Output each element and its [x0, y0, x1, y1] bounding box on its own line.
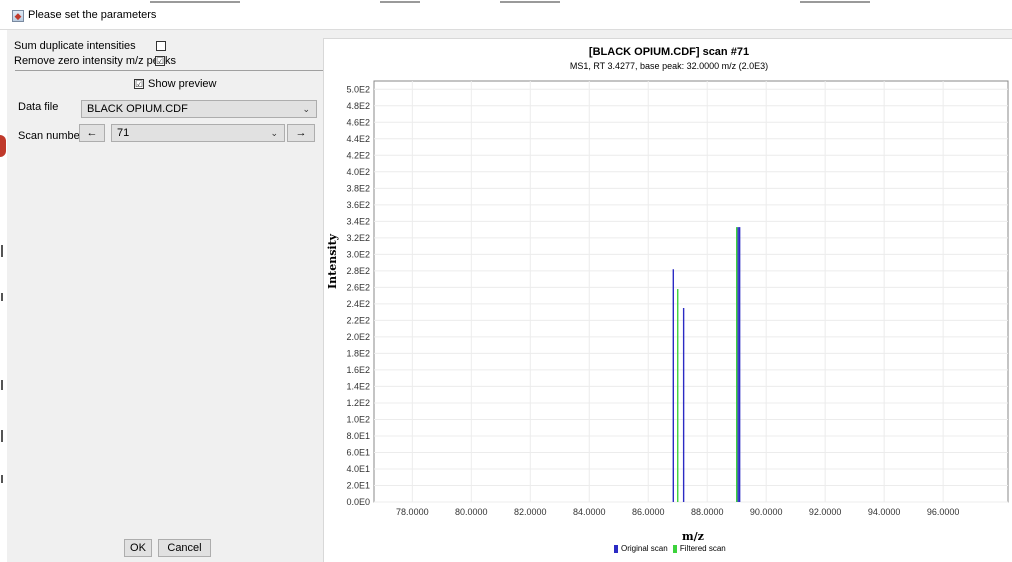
legend-swatch-original: [614, 544, 618, 553]
y-tick-label: 5.0E2: [346, 84, 370, 94]
x-tick-label: 88.0000: [691, 507, 724, 517]
sum-duplicate-label: Sum duplicate intensities: [14, 40, 136, 52]
show-preview-label: Show preview: [148, 78, 217, 90]
y-tick-label: 3.0E2: [346, 249, 370, 259]
x-tick-label: 82.0000: [514, 507, 547, 517]
window-titlebar: ◆ Please set the parameters: [0, 0, 1012, 30]
x-tick-label: 84.0000: [573, 507, 606, 517]
remove-zero-checkbox[interactable]: ☑: [155, 56, 165, 66]
show-preview-checkbox[interactable]: ☑: [134, 79, 144, 90]
separator: [15, 70, 323, 71]
spectrum-chart: [BLACK OPIUM.CDF] scan #71 MS1, RT 3.427…: [323, 38, 1012, 562]
legend-label-filtered: Filtered scan: [679, 544, 726, 553]
chevron-down-icon: ⌄: [270, 128, 278, 138]
y-tick-label: 3.2E2: [346, 233, 370, 243]
data-file-label: Data file: [18, 101, 59, 113]
chart-subtitle: MS1, RT 3.4277, base peak: 32.0000 m/z (…: [569, 61, 769, 71]
x-axis-label: m/z: [682, 530, 704, 543]
y-tick-label: 4.2E2: [346, 150, 370, 160]
y-tick-label: 0.0E0: [346, 497, 370, 507]
window-title: Please set the parameters: [28, 9, 157, 21]
x-tick-label: 92.0000: [809, 507, 842, 517]
x-tick-label: 94.0000: [868, 507, 901, 517]
scan-number-label: Scan number: [18, 130, 84, 142]
y-tick-label: 4.0E2: [346, 167, 370, 177]
x-tick-label: 78.0000: [396, 507, 429, 517]
chart-title: [BLACK OPIUM.CDF] scan #71: [588, 46, 750, 58]
x-tick-label: 86.0000: [632, 507, 665, 517]
remove-zero-label: Remove zero intensity m/z peaks: [14, 55, 177, 67]
legend-label-original: Original scan: [621, 544, 668, 553]
y-tick-label: 2.8E2: [346, 266, 370, 276]
sum-duplicate-checkbox[interactable]: [156, 41, 166, 51]
y-tick-label: 8.0E1: [346, 431, 370, 441]
y-tick-label: 1.6E2: [346, 365, 370, 375]
y-tick-label: 1.0E2: [346, 414, 370, 424]
chevron-down-icon: ⌄: [302, 104, 310, 114]
x-tick-label: 90.0000: [750, 507, 783, 517]
show-preview-toggle[interactable]: ☑ Show preview: [134, 78, 216, 90]
y-tick-label: 1.2E2: [346, 398, 370, 408]
y-tick-label: 4.6E2: [346, 117, 370, 127]
background-red-mark: [0, 135, 6, 157]
y-tick-label: 2.4E2: [346, 299, 370, 309]
chart-legend: Original scan Filtered scan: [614, 544, 726, 553]
y-tick-label: 3.4E2: [346, 216, 370, 226]
background-window-edge: [0, 30, 7, 562]
y-tick-label: 2.0E2: [346, 332, 370, 342]
y-tick-label: 1.8E2: [346, 348, 370, 358]
y-tick-label: 2.6E2: [346, 282, 370, 292]
y-tick-label: 4.4E2: [346, 134, 370, 144]
app-icon: ◆: [12, 10, 24, 22]
y-tick-label: 6.0E1: [346, 447, 370, 457]
y-tick-label: 1.4E2: [346, 381, 370, 391]
ok-button[interactable]: OK: [124, 539, 152, 557]
y-tick-label: 3.6E2: [346, 200, 370, 210]
y-tick-label: 2.2E2: [346, 315, 370, 325]
background-window-strip: [0, 0, 1012, 4]
plot-svg: 0.0E0 2.0E1 4.0E1 6.0E1 8.0E1 1.0E2 1.2E2 1.4E2…: [346, 80, 1009, 517]
cancel-button[interactable]: Cancel: [158, 539, 211, 557]
x-tick-label: 96.0000: [927, 507, 960, 517]
y-tick-label: 4.0E1: [346, 464, 370, 474]
data-file-select[interactable]: BLACK OPIUM.CDF ⌄: [81, 100, 317, 118]
y-tick-label: 3.8E2: [346, 183, 370, 193]
plot-frame: [373, 80, 1009, 503]
next-scan-button[interactable]: →: [287, 124, 315, 142]
parameters-panel: Sum duplicate intensities Remove zero in…: [7, 30, 323, 562]
y-tick-label: 4.8E2: [346, 101, 370, 111]
legend-swatch-filtered: [672, 544, 677, 553]
scan-number-value: 71: [117, 127, 130, 139]
x-tick-label: 80.0000: [455, 507, 488, 517]
scan-number-select[interactable]: 71 ⌄: [111, 124, 285, 142]
prev-scan-button[interactable]: ←: [79, 124, 105, 142]
data-file-value: BLACK OPIUM.CDF: [87, 103, 188, 115]
y-tick-label: 2.0E1: [346, 480, 370, 490]
